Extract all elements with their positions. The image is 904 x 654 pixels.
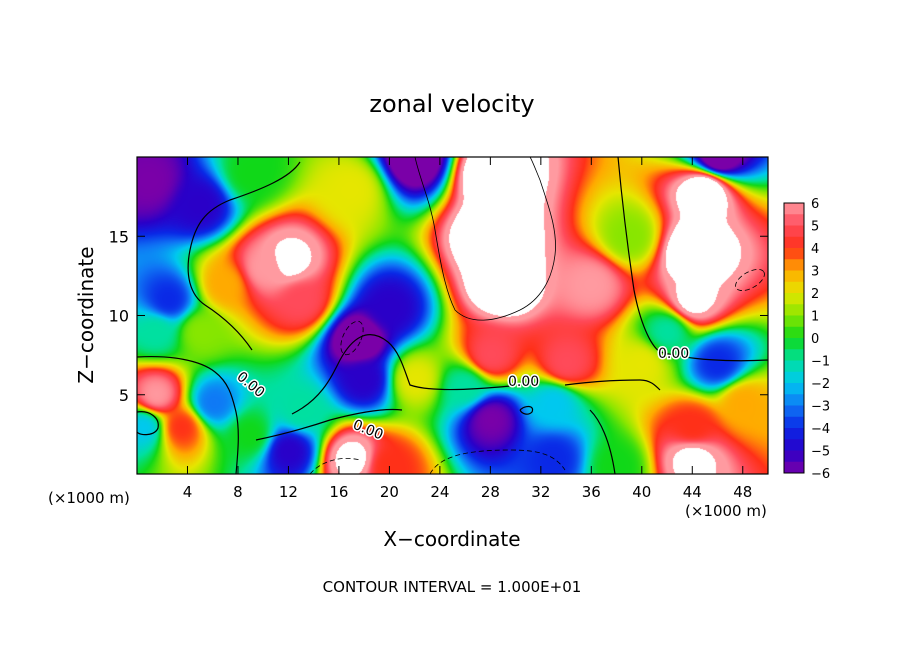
colorbar-box: [784, 416, 804, 429]
colorbar-box: [784, 349, 804, 361]
colorbar-box: [784, 270, 804, 283]
contour-line: [564, 379, 661, 391]
colorbar-box: [784, 338, 804, 350]
colorbar-box: [784, 203, 804, 215]
colorbar-box: [784, 371, 804, 384]
colorbar-tick-label: −1: [811, 355, 830, 370]
x-tick-label: 36: [582, 483, 601, 501]
dashed-contour: [309, 457, 361, 475]
colorbar-tick-label: 3: [811, 265, 819, 280]
colorbar-box: [784, 394, 804, 406]
colorbar-tick-label: 5: [811, 220, 819, 235]
colorbar-box: [784, 293, 804, 305]
colorbar-boxes: [783, 202, 805, 474]
x-tick-label: 32: [531, 483, 550, 501]
colorbar-box: [784, 360, 804, 373]
contour-line: [291, 334, 511, 415]
colorbar-box: [784, 439, 804, 451]
contour-line: [414, 156, 556, 321]
x-tick-label: 24: [430, 483, 449, 501]
x-units-left: (×1000 m): [48, 489, 130, 507]
colorbar-box: [784, 428, 804, 440]
colorbar-box: [784, 236, 804, 249]
contour-line: [136, 411, 159, 436]
colorbar-box: [784, 383, 804, 395]
x-units-right: (×1000 m): [685, 502, 767, 520]
colorbar-box: [784, 315, 804, 328]
x-tick-label: 44: [683, 483, 702, 501]
dashed-contour: [429, 449, 566, 475]
colorbar-tick-label: 6: [811, 197, 819, 212]
colorbar-box: [784, 326, 804, 339]
contour-line: [617, 156, 769, 362]
y-axis-label: Z−coordinate: [74, 246, 98, 383]
contour-label: 0.00: [508, 374, 539, 390]
y-tick-label: 5: [119, 386, 129, 405]
x-tick-label: 4: [183, 483, 193, 501]
contour-line: [589, 409, 616, 475]
colorbar: 6 5 4 3 2 1 0 −1 −2 −3 −4 −5 −6: [783, 197, 830, 482]
colorbar-tick-label: 1: [811, 310, 819, 325]
colorbar-tick-label: 4: [811, 242, 819, 257]
contour-interval-note: CONTOUR INTERVAL = 1.000E+01: [323, 578, 582, 596]
x-tick-label: 28: [481, 483, 500, 501]
colorbar-tick-label: −2: [811, 377, 830, 392]
colorbar-tick-label: −4: [811, 422, 830, 437]
y-axis-ticks: 5 10 15: [109, 227, 768, 405]
colorbar-tick-label: −6: [811, 467, 830, 482]
x-tick-label: 20: [380, 483, 399, 501]
x-tick-label: 16: [329, 483, 348, 501]
x-axis-ticks: 4 8 12 16 20 24 28 32 36 40 44 48: [183, 157, 752, 501]
contour-line: [255, 408, 403, 441]
colorbar-box: [784, 461, 804, 474]
chart-title: zonal velocity: [369, 90, 534, 118]
contour-line: [136, 356, 239, 475]
x-axis-label: X−coordinate: [383, 527, 520, 551]
plot-area: 0.00 0.00 0.00 0.00 4 8 12 16 20 24 28 32 36 40 44…: [109, 156, 769, 501]
colorbar-frame: [783, 202, 805, 474]
dashed-contour: [340, 320, 364, 356]
y-tick-label: 15: [109, 227, 129, 246]
colorbar-tick-label: 2: [811, 287, 819, 302]
colorbar-tick-label: −5: [811, 445, 830, 460]
contour-label: 0.00: [658, 346, 689, 362]
x-tick-label: 12: [279, 483, 298, 501]
colorbar-box: [784, 450, 804, 463]
colorbar-box: [784, 214, 804, 226]
colorbar-box: [784, 248, 804, 260]
colorbar-box: [784, 259, 804, 271]
y-tick-label: 10: [109, 307, 129, 326]
colorbar-box: [784, 304, 804, 316]
colorbar-box: [784, 281, 804, 294]
dashed-contours: [309, 269, 765, 475]
contour-line: [187, 161, 301, 351]
colorbar-box: [784, 405, 804, 418]
colorbar-tick-label: 0: [811, 332, 819, 347]
dashed-contour: [735, 269, 765, 291]
colorbar-labels: 6 5 4 3 2 1 0 −1 −2 −3 −4 −5 −6: [811, 197, 830, 482]
x-tick-label: 48: [733, 483, 752, 501]
heatmap-field: [137, 157, 768, 474]
colorbar-box: [784, 225, 804, 238]
x-tick-label: 8: [233, 483, 243, 501]
x-tick-label: 40: [632, 483, 651, 501]
colorbar-tick-label: −3: [811, 400, 830, 415]
contour-lines: [136, 156, 769, 475]
contour-line: [519, 405, 534, 415]
